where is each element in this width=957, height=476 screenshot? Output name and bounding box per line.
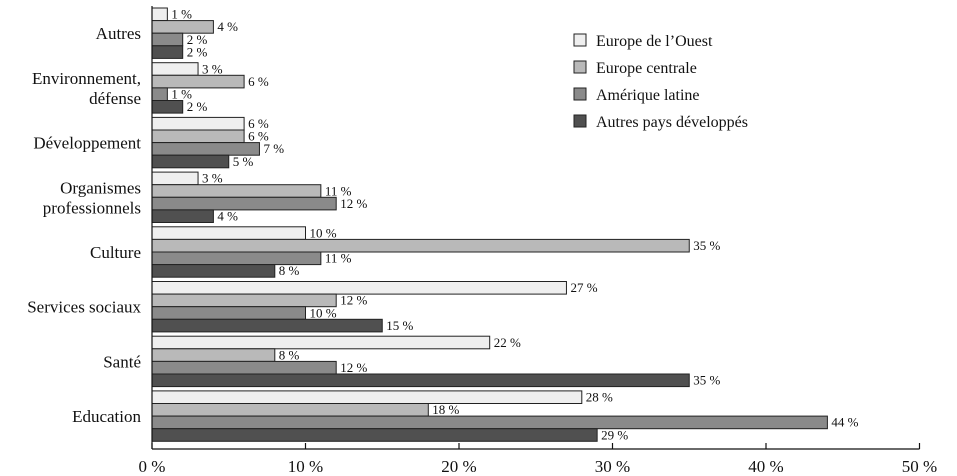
data-label: 4 % xyxy=(217,19,238,34)
legend-swatch xyxy=(573,33,587,47)
category-label: Développement xyxy=(33,134,141,153)
bar xyxy=(151,62,199,76)
legend-label: Europe centrale xyxy=(596,60,697,77)
bar xyxy=(151,129,245,144)
legend-swatch xyxy=(573,114,587,128)
data-label: 10 % xyxy=(310,225,337,240)
bar xyxy=(151,360,337,375)
x-tick-label: 0 % xyxy=(139,457,166,476)
bar xyxy=(151,318,383,333)
x-tick-label: 40 % xyxy=(748,457,783,476)
legend: Europe de l’Ouest Europe centrale Amérique… xyxy=(573,33,748,131)
bar xyxy=(151,45,184,59)
category-label: Santé xyxy=(103,352,141,371)
bar xyxy=(151,196,337,211)
category-label: Services sociaux xyxy=(27,298,141,317)
bar xyxy=(151,184,322,198)
bar xyxy=(151,74,245,89)
data-label: 12 % xyxy=(340,196,367,211)
data-label: 4 % xyxy=(217,209,238,224)
bar xyxy=(151,154,230,169)
bar xyxy=(151,7,168,22)
data-label: 7 % xyxy=(263,141,284,156)
data-label: 3 % xyxy=(202,171,223,186)
data-label: 2 % xyxy=(187,44,208,59)
bar xyxy=(151,238,690,253)
bar xyxy=(151,226,306,240)
data-label: 44 % xyxy=(831,415,858,430)
category-label: Environnement, défense xyxy=(32,69,141,108)
data-label: 8 % xyxy=(279,263,300,278)
bar xyxy=(151,32,184,47)
bar xyxy=(151,171,199,186)
x-tick-label: 30 % xyxy=(595,457,630,476)
category-label: Autres xyxy=(96,24,141,43)
data-label: 22 % xyxy=(494,335,521,350)
x-axis: 0 % 10 % 20 % 30 % 40 % 50 % xyxy=(139,6,937,476)
data-label: 2 % xyxy=(187,99,208,114)
bar xyxy=(151,264,276,278)
legend-swatch xyxy=(573,87,587,101)
data-label: 12 % xyxy=(340,293,367,308)
bar xyxy=(151,403,429,417)
data-label: 2 % xyxy=(187,32,208,47)
bar xyxy=(151,87,168,102)
category-label: Culture xyxy=(90,243,141,262)
legend-swatch xyxy=(573,60,587,74)
data-label: 18 % xyxy=(432,402,459,417)
category-label: Organismes professionnels xyxy=(43,178,141,217)
bar xyxy=(151,209,214,223)
data-labels-layer: 1 %4 %2 %2 %3 %6 %1 %2 %6 %6 %7 %5 %3 %1… xyxy=(171,7,858,443)
data-label: 15 % xyxy=(386,318,413,333)
x-tick-label: 10 % xyxy=(288,457,323,476)
data-label: 11 % xyxy=(325,183,352,198)
category-axis: Autres Environnement, défense Développement… xyxy=(27,24,141,426)
data-label: 29 % xyxy=(601,427,628,442)
data-label: 1 % xyxy=(171,87,192,102)
data-label: 6 % xyxy=(248,129,269,144)
data-label: 6 % xyxy=(248,74,269,89)
bar xyxy=(151,116,245,131)
legend-label: Autres pays développés xyxy=(596,114,748,131)
bar xyxy=(151,100,184,114)
data-label: 6 % xyxy=(248,116,269,131)
legend-label: Amérique latine xyxy=(596,87,700,104)
category-label: Education xyxy=(72,407,141,426)
data-label: 35 % xyxy=(693,238,720,253)
x-tick-label: 50 % xyxy=(902,457,937,476)
bar xyxy=(151,390,583,404)
data-label: 8 % xyxy=(279,347,300,362)
data-label: 5 % xyxy=(233,154,254,169)
bar xyxy=(151,415,828,430)
legend-label: Europe de l’Ouest xyxy=(596,33,713,50)
x-tick-label: 20 % xyxy=(441,457,476,476)
bar xyxy=(151,428,598,442)
bar xyxy=(151,373,690,388)
data-label: 10 % xyxy=(310,305,337,320)
bar xyxy=(151,335,491,350)
data-label: 3 % xyxy=(202,61,223,76)
data-label: 35 % xyxy=(693,373,720,388)
bars-layer xyxy=(151,7,828,442)
data-label: 1 % xyxy=(171,7,192,22)
data-label: 12 % xyxy=(340,360,367,375)
data-label: 11 % xyxy=(325,251,352,266)
data-label: 28 % xyxy=(586,390,613,405)
data-label: 27 % xyxy=(570,280,597,295)
bar xyxy=(151,306,306,320)
bar xyxy=(151,348,276,362)
